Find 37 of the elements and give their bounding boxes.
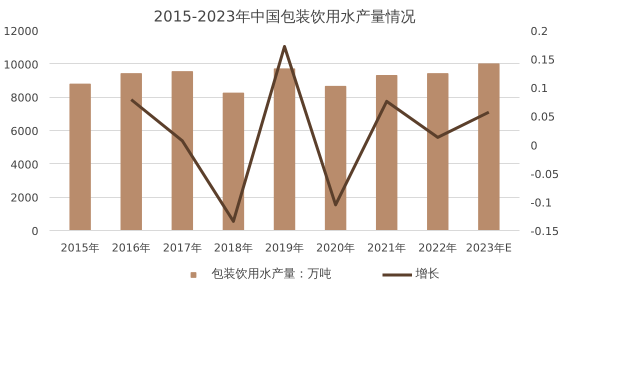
bar [324,86,346,230]
bar [69,84,91,230]
x-tick-label: 2018年 [214,242,253,254]
y-tick-label: 8000 [10,92,39,105]
y-tick-label: 0 [32,225,38,238]
bar [120,73,142,230]
bar [222,92,244,230]
y2-tick-label: 0.2 [530,25,548,38]
y2-tick-label: 0.15 [530,54,555,67]
x-tick-label: 2022年 [418,242,458,254]
legend-label: 包装饮用水产量：万吨 [212,266,332,282]
y2-tick-label: 0 [530,139,538,152]
x-tick-label: 2016年 [112,242,151,254]
x-tick-label: 2015年 [60,242,100,254]
x-tick-label: 2023年E [466,242,512,254]
y-tick-label: 12000 [4,25,39,38]
y-tick-label: 10000 [4,58,39,72]
y-tick-label: 6000 [10,125,39,138]
legend-label: 增长 [416,266,440,282]
y2-tick-label: 0.05 [530,110,555,124]
y2-tick-label: 0.1 [530,82,548,96]
line-series [130,45,490,223]
x-tick-label: 2020年 [316,242,356,254]
x-tick-label: 2017年 [162,242,202,254]
chart-title: 2015-2023年中国包装饮用水产量情况 [154,8,416,26]
x-tick-label: 2019年 [265,242,304,254]
y2-tick-label: -0.05 [530,168,559,181]
x-tick-label: 2021年 [367,242,406,254]
y2-tick-label: -0.1 [530,196,552,210]
y-tick-label: 2000 [10,192,39,205]
bar [274,68,296,230]
bar [427,73,448,230]
y2-tick-label: -0.15 [530,225,559,238]
y-tick-label: 4000 [10,158,39,172]
bar [478,63,500,230]
bar [376,75,398,230]
bar [172,71,194,230]
